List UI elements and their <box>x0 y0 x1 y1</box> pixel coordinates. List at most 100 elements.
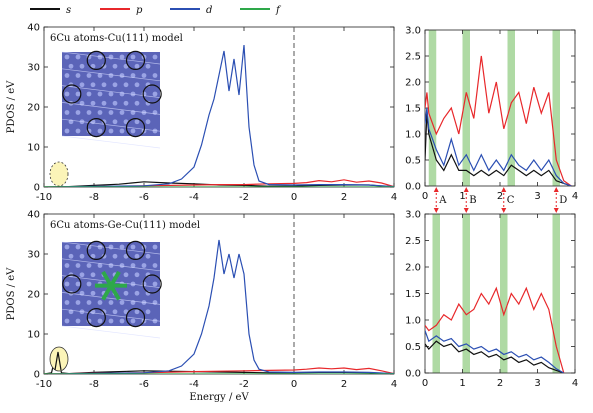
lattice-atom <box>64 128 70 134</box>
lattice-line <box>61 241 161 255</box>
lattice-atom <box>152 263 158 268</box>
band-markers: A B C D <box>433 187 567 213</box>
lattice-atom <box>108 110 114 115</box>
lattice-atom <box>130 318 136 324</box>
lattice-atom <box>152 73 158 78</box>
y-tick-label: 2.5 <box>405 236 421 247</box>
highlight-band <box>500 214 508 373</box>
lattice-atom <box>152 91 158 97</box>
lattice-atom <box>130 263 136 268</box>
y-tick-label: 1.5 <box>405 289 421 300</box>
marker-arrow-head-down <box>553 208 559 213</box>
cu-atom-circle <box>125 50 146 71</box>
lattice-atom <box>90 272 96 278</box>
lattice-line <box>61 118 161 132</box>
x-tick-label: 4 <box>391 192 397 203</box>
y-tick-label: 2.0 <box>405 263 421 274</box>
lattice-atom <box>90 82 96 88</box>
marker-arrow-head-down <box>433 208 439 213</box>
y-tick-label: 30 <box>27 63 40 74</box>
lattice-atom <box>97 110 103 115</box>
lattice-atom <box>68 63 74 69</box>
y-tick-label: 20 <box>27 290 40 301</box>
y-tick-label: 0.0 <box>405 182 421 193</box>
cu-atom-circle <box>125 308 146 328</box>
lattice-atom <box>119 128 125 134</box>
lattice-atom <box>134 290 140 296</box>
series-line-p <box>425 286 565 373</box>
marker-arrow-head-up <box>501 187 507 192</box>
highlight-band <box>552 30 560 186</box>
series-line-p <box>44 179 394 187</box>
lattice-atom <box>112 82 118 88</box>
x-tick-label: -6 <box>139 192 149 203</box>
x-tick-label: 1 <box>459 191 465 202</box>
lattice-atom <box>112 309 118 315</box>
highlight-band <box>507 30 515 186</box>
y-tick-label: 0.5 <box>405 156 421 167</box>
lattice-atom <box>145 253 151 259</box>
lattice-atom <box>130 244 136 250</box>
lattice-atom <box>123 100 129 106</box>
cu-atom-circle <box>125 117 146 138</box>
x-tick-label: -2 <box>239 379 249 390</box>
highlight-band <box>462 214 470 373</box>
lattice-atom <box>64 281 70 287</box>
lattice-atom <box>134 253 140 259</box>
lattice-atom <box>108 263 114 268</box>
x-tick-label: 2 <box>497 378 503 389</box>
lattice-atom <box>134 309 140 315</box>
lattice-atom <box>134 63 140 69</box>
cu-atom-circle <box>86 117 106 138</box>
lattice-atom <box>97 91 103 97</box>
lattice-atom <box>75 110 81 115</box>
lattice-atom <box>90 63 96 69</box>
y-tick-label: 1.0 <box>405 316 421 327</box>
lattice-atom <box>112 119 118 125</box>
highlight-band <box>462 30 470 186</box>
marker-arrow-head-up <box>553 187 559 192</box>
lattice-atom <box>64 110 70 115</box>
y-axis-label: PDOS / eV <box>6 80 17 133</box>
lattice-atom <box>75 281 81 287</box>
x-tick-label: 3 <box>534 378 540 389</box>
highlight-peak <box>54 351 62 371</box>
x-tick-label: 2 <box>497 191 503 202</box>
x-tick-label: 0 <box>422 191 428 202</box>
lattice-atom <box>90 290 96 296</box>
lattice-atom <box>130 73 136 78</box>
y-tick-label: 0.5 <box>405 342 421 353</box>
lattice-atom <box>75 263 81 268</box>
x-tick-label: 0 <box>291 379 297 390</box>
lattice-atom <box>152 128 158 134</box>
lattice-line <box>61 308 161 322</box>
x-tick-label: 4 <box>391 379 397 390</box>
lattice-atom <box>108 128 114 134</box>
highlight-band <box>428 30 437 186</box>
x-tick-label: -4 <box>189 379 199 390</box>
lattice-atom <box>64 91 70 97</box>
lattice-atom <box>97 128 103 134</box>
panel-title: 6Cu atoms-Ge-Cu(111) model <box>50 220 200 231</box>
lattice-atom <box>64 54 70 60</box>
lattice-atom <box>112 253 118 259</box>
series-line-s <box>425 113 572 186</box>
lattice-atom <box>79 272 85 278</box>
x-tick-label: -8 <box>89 192 99 203</box>
lattice-atom <box>86 110 92 115</box>
series-line-s <box>425 340 564 373</box>
lattice-atom <box>64 300 70 305</box>
y-tick-label: 2.0 <box>405 78 421 89</box>
series-line-d <box>425 330 565 373</box>
lattice-atom <box>86 91 92 97</box>
lattice-atom <box>119 54 125 60</box>
lattice-atom <box>75 128 81 134</box>
lattice-atom <box>75 73 81 78</box>
lattice-atom <box>64 263 70 268</box>
lattice-atom <box>134 100 140 106</box>
marker-arrow-head-up <box>463 187 469 192</box>
lattice-atom <box>75 318 81 324</box>
y-tick-label: 40 <box>27 210 40 221</box>
x-tick-label: -4 <box>189 192 199 203</box>
lattice-atom <box>119 263 125 268</box>
